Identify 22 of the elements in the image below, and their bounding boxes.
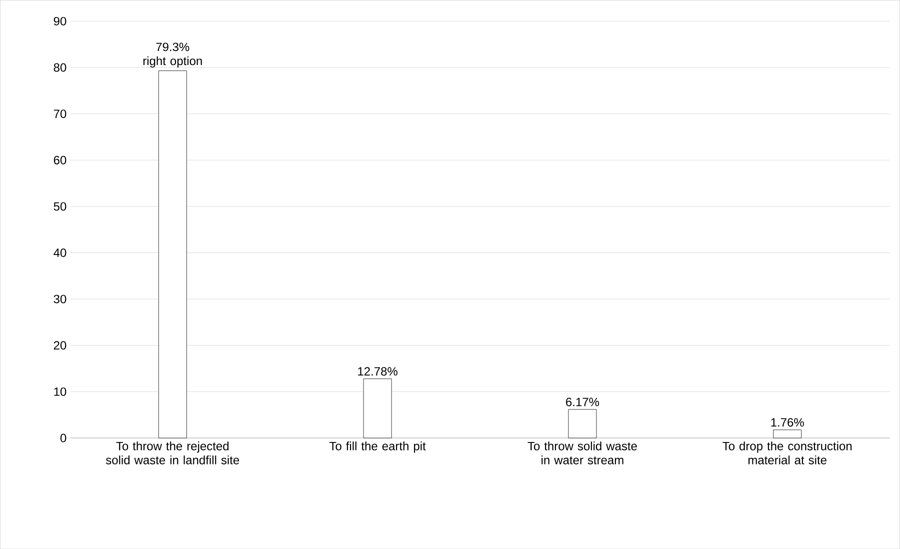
bar bbox=[568, 409, 597, 438]
x-tick-label: To drop the construction material at site bbox=[722, 441, 852, 464]
y-tick-label: 20 bbox=[54, 341, 66, 350]
bar bbox=[773, 430, 802, 438]
data-label: 12.78% bbox=[358, 367, 398, 376]
data-label: 79.3% right option bbox=[143, 42, 202, 68]
y-tick-label: 50 bbox=[54, 202, 66, 211]
bar bbox=[158, 70, 187, 438]
y-tick-label: 90 bbox=[54, 16, 66, 26]
y-tick-label: 30 bbox=[54, 294, 66, 304]
x-tick-label: To fill the earth pit bbox=[329, 441, 426, 453]
y-tick-label: 80 bbox=[54, 63, 66, 72]
bar bbox=[363, 378, 392, 438]
y-tick-label: 40 bbox=[54, 248, 66, 257]
data-label: 6.17% bbox=[566, 398, 600, 406]
y-tick-label: 10 bbox=[54, 387, 66, 396]
y-tick-label: 0 bbox=[60, 434, 66, 442]
x-tick-label: To throw solid waste in water stream bbox=[528, 441, 637, 464]
x-tick-label: To throw the rejected solid waste in landfill site bbox=[106, 441, 240, 464]
y-tick-label: 60 bbox=[54, 156, 66, 164]
data-label: 1.76% bbox=[771, 418, 804, 427]
y-tick-label: 70 bbox=[54, 110, 66, 118]
